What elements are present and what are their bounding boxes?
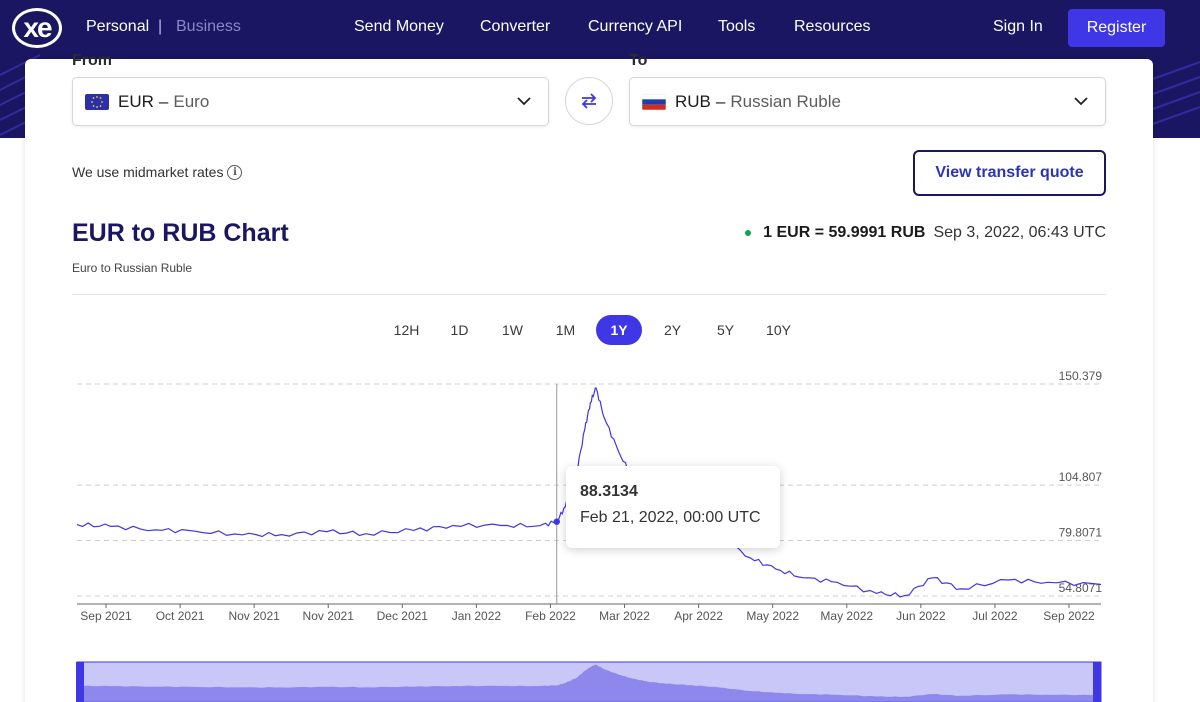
period-5y[interactable]: 5Y xyxy=(716,322,735,338)
rate-value: 1 EUR = 59.9991 RUB xyxy=(763,224,926,241)
nav-send-money[interactable]: Send Money xyxy=(354,18,444,35)
chart-title: EUR to RUB Chart xyxy=(72,219,289,247)
x-tick-label: Jan 2022 xyxy=(452,609,502,623)
midmarket-text: We use midmarket rates xyxy=(72,164,224,180)
to-currency-name: Russian Ruble xyxy=(730,91,841,111)
x-tick-label: Apr 2022 xyxy=(674,609,723,623)
segment-separator: | xyxy=(158,18,163,35)
to-currency-code: RUB xyxy=(675,91,711,111)
navigator-left-handle xyxy=(76,662,84,702)
register-button[interactable]: Register xyxy=(1068,9,1165,47)
eu-flag-icon xyxy=(85,93,109,110)
x-tick-label: Jul 2022 xyxy=(972,609,1018,623)
x-tick-label: Mar 2022 xyxy=(599,609,650,623)
info-icon[interactable]: i xyxy=(227,164,243,180)
live-status-dot xyxy=(745,230,752,236)
to-label: To xyxy=(629,52,648,69)
hover-point xyxy=(553,518,560,525)
x-tick-label: Nov 2021 xyxy=(228,609,280,623)
x-tick-label: Jun 2022 xyxy=(896,609,946,623)
tooltip-value: 88.3134 xyxy=(580,483,638,500)
current-rate: 1 EUR = 59.9991 RUB Sep 3, 2022, 06:43 U… xyxy=(745,224,1106,242)
y-tick-label: 150.379 xyxy=(1059,369,1103,383)
chart-tooltip: 88.3134 Feb 21, 2022, 00:00 UTC xyxy=(566,466,780,548)
personal-link[interactable]: Personal xyxy=(86,18,150,35)
to-currency-select[interactable]: RUB – Russian Ruble xyxy=(629,77,1106,126)
period-1w[interactable]: 1W xyxy=(502,322,523,338)
midmarket-note: We use midmarket rates i xyxy=(72,164,243,180)
rate-timestamp: Sep 3, 2022, 06:43 UTC xyxy=(933,224,1106,241)
russia-flag-icon xyxy=(642,93,666,110)
chart-subtitle: Euro to Russian Ruble xyxy=(72,261,193,275)
from-dash: – xyxy=(158,91,169,111)
from-currency-name: Euro xyxy=(173,91,210,111)
from-currency-code: EUR xyxy=(118,91,154,111)
x-tick-label: Oct 2021 xyxy=(156,609,205,623)
navigator-area xyxy=(77,664,1101,702)
x-tick-label: Dec 2021 xyxy=(377,609,429,623)
chevron-down-icon xyxy=(517,97,531,106)
navigator-right-handle xyxy=(1093,662,1101,702)
nav-tools[interactable]: Tools xyxy=(718,18,756,35)
period-1d[interactable]: 1D xyxy=(450,322,469,338)
tooltip-date: Feb 21, 2022, 00:00 UTC xyxy=(580,509,761,526)
nav-currency-api[interactable]: Currency API xyxy=(588,18,683,35)
x-tick-label: Sep 2021 xyxy=(80,609,132,623)
nav-resources[interactable]: Resources xyxy=(794,18,871,35)
from-label: From xyxy=(72,52,112,69)
period-10y[interactable]: 10Y xyxy=(766,322,791,338)
view-transfer-quote-button[interactable]: View transfer quote xyxy=(913,150,1106,196)
y-tick-label: 79.8071 xyxy=(1059,526,1103,540)
series-line xyxy=(76,387,1102,598)
x-tick-label: May 2022 xyxy=(820,609,873,623)
section-divider xyxy=(72,294,1106,295)
swap-currencies-button[interactable] xyxy=(565,77,613,125)
period-1m[interactable]: 1M xyxy=(555,322,576,338)
from-currency-select[interactable]: EUR – Euro xyxy=(72,77,549,126)
y-tick-label: 54.8071 xyxy=(1059,581,1103,595)
swap-arrows-icon xyxy=(581,93,597,109)
business-link[interactable]: Business xyxy=(176,18,241,35)
period-12h[interactable]: 12H xyxy=(393,322,420,338)
x-tick-label: Feb 2022 xyxy=(525,609,576,623)
period-1y[interactable]: 1Y xyxy=(596,315,642,345)
y-tick-label: 104.807 xyxy=(1059,470,1103,484)
x-tick-label: May 2022 xyxy=(746,609,799,623)
xe-logo[interactable]: xe xyxy=(12,8,62,48)
period-2y[interactable]: 2Y xyxy=(663,322,682,338)
chevron-down-icon xyxy=(1074,97,1088,106)
sign-in-link[interactable]: Sign In xyxy=(993,18,1043,35)
period-selector: 12H 1D 1W 1M 1Y 2Y 5Y 10Y xyxy=(380,315,805,345)
nav-converter[interactable]: Converter xyxy=(480,18,551,35)
to-dash: – xyxy=(715,91,726,111)
x-tick-label: Nov 2021 xyxy=(303,609,355,623)
x-tick-label: Sep 2022 xyxy=(1043,609,1095,623)
